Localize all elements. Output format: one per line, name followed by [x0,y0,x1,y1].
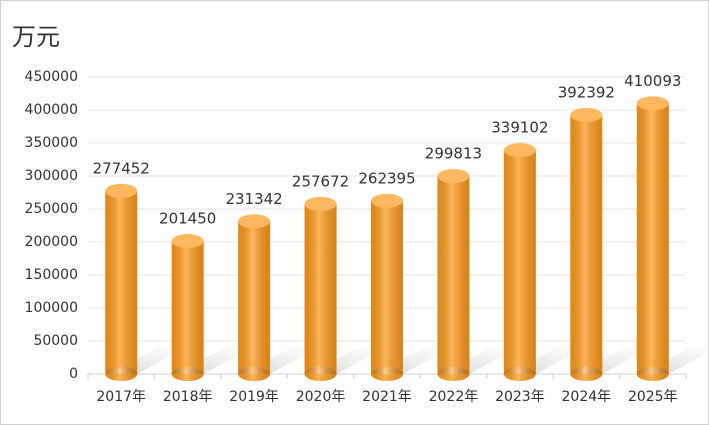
bar-top [171,234,204,249]
y-tick-label: 150000 [25,267,78,283]
x-tick-label: 2022年 [429,389,479,405]
x-tick-label: 2018年 [163,389,213,405]
y-tick-label: 350000 [25,135,78,151]
value-label: 277452 [93,159,150,177]
chart-title: 万元 [12,23,60,51]
bar-top-highlight [570,108,603,123]
y-tick-label: 50000 [33,333,78,349]
bar-shading [304,203,337,374]
bar-top [238,214,271,229]
bar-top-highlight [105,183,138,198]
bar-shading [371,200,403,374]
y-tick-label: 300000 [25,168,78,184]
bar-top-highlight [238,214,271,229]
bar-top [105,183,138,198]
bar-top [371,193,403,208]
value-label: 299813 [425,145,482,163]
bar-top [437,169,470,184]
y-tick-label: 400000 [25,102,78,118]
bar-base-shading [238,367,271,381]
bar-top [570,108,603,123]
x-tick-label: 2025年 [628,389,678,405]
bar-base-shading [371,367,403,381]
bar-base-shading [171,367,204,381]
bar-shading [437,176,470,374]
bar-base-shading [636,367,669,381]
value-label: 257672 [292,172,349,190]
y-tick-label: 100000 [25,300,78,316]
bar-shading [171,241,204,374]
bar-shading [105,190,138,374]
bar-base-shading [437,367,470,381]
x-tick-label: 2020年 [296,389,346,405]
value-label: 392392 [558,84,615,102]
bar-top-highlight [503,143,536,158]
bar-base-shading [570,367,603,381]
x-tick-label: 2021年 [362,389,412,405]
y-tick-label: 200000 [25,234,78,250]
bar-shading [503,150,536,374]
bar-top-highlight [304,196,337,211]
bar-top-highlight [171,234,204,249]
value-label: 410093 [624,72,681,90]
bar-shading [636,103,669,374]
value-label: 262395 [358,169,415,187]
y-tick-label: 250000 [25,201,78,217]
x-tick-label: 2023年 [495,389,545,405]
bar-base-shading [304,367,337,381]
y-tick-label: 450000 [25,69,78,85]
x-tick-label: 2019年 [229,389,279,405]
bar-base-shading [105,367,138,381]
y-tick-label: 0 [69,366,78,382]
bar-base-shading [503,367,536,381]
value-label: 339102 [491,119,548,137]
value-label: 231342 [225,190,282,208]
bar-top-highlight [437,169,470,184]
bar-shading [238,221,271,374]
x-tick-label: 2024年 [562,389,612,405]
bar-shading [570,115,603,375]
bar-top [304,196,337,211]
value-label: 201450 [159,210,216,228]
bar-top [636,96,669,111]
x-tick-label: 2017年 [96,389,146,405]
bar-top-highlight [371,193,403,208]
bar-top-highlight [636,96,669,111]
bar-top [503,143,536,158]
